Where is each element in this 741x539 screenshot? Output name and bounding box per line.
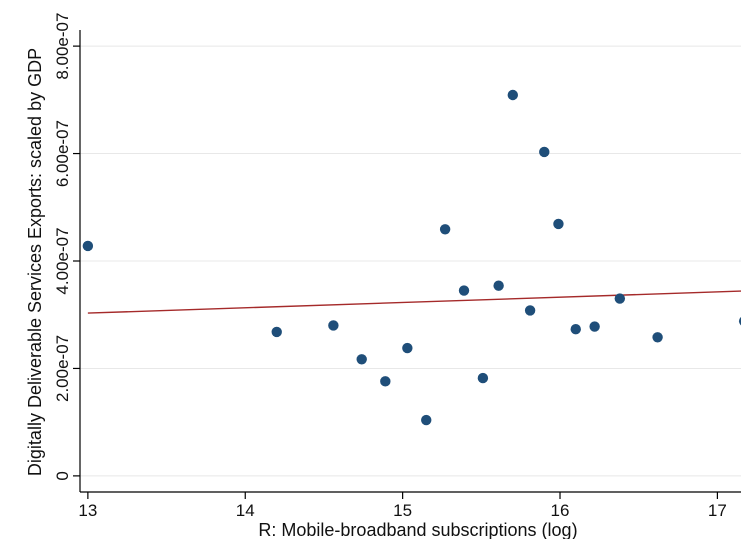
data-point (524, 305, 536, 316)
data-point (271, 326, 282, 338)
data-point (493, 280, 504, 291)
data-point (614, 293, 626, 304)
x-tick-label: 14 (236, 501, 255, 520)
y-tick-label: 2.00e-07 (53, 335, 72, 402)
data-point (652, 332, 663, 343)
data-point (380, 376, 391, 387)
data-point (402, 342, 413, 354)
data-point (356, 354, 367, 365)
y-tick-label: 0 (53, 471, 72, 480)
y-tick-label: 6.00e-07 (53, 120, 72, 187)
tick-labels: 0 2.00e-07 4.00e-07 6.00e-07 8.00e-07 13 14 15 1… (53, 13, 727, 520)
data-point (507, 89, 518, 101)
y-tick-label: 4.00e-07 (53, 227, 72, 294)
fit-line-group (87, 290, 741, 314)
x-axis-label: R: Mobile-broadband subscriptions (log) (258, 520, 577, 539)
data-point (458, 285, 470, 296)
data-point (82, 240, 94, 252)
data-point (421, 414, 432, 426)
x-tick-label: 13 (78, 501, 97, 520)
x-tick-label: 17 (708, 501, 727, 520)
data-point (539, 146, 550, 158)
x-tick-label: 15 (393, 501, 412, 520)
axes (73, 30, 741, 499)
data-point (439, 224, 451, 235)
data-point (589, 321, 600, 332)
y-axis-label: Digitally Deliverable Services Exports: … (25, 48, 45, 476)
y-tick-label: 8.00e-07 (53, 13, 72, 80)
data-points (82, 89, 741, 426)
data-point (477, 372, 489, 384)
x-tick-label: 16 (551, 501, 570, 520)
fit-line (87, 290, 741, 314)
data-point (738, 317, 741, 326)
data-point (328, 320, 339, 331)
data-point (553, 218, 564, 230)
data-point (570, 324, 581, 335)
gridlines (80, 45, 741, 477)
